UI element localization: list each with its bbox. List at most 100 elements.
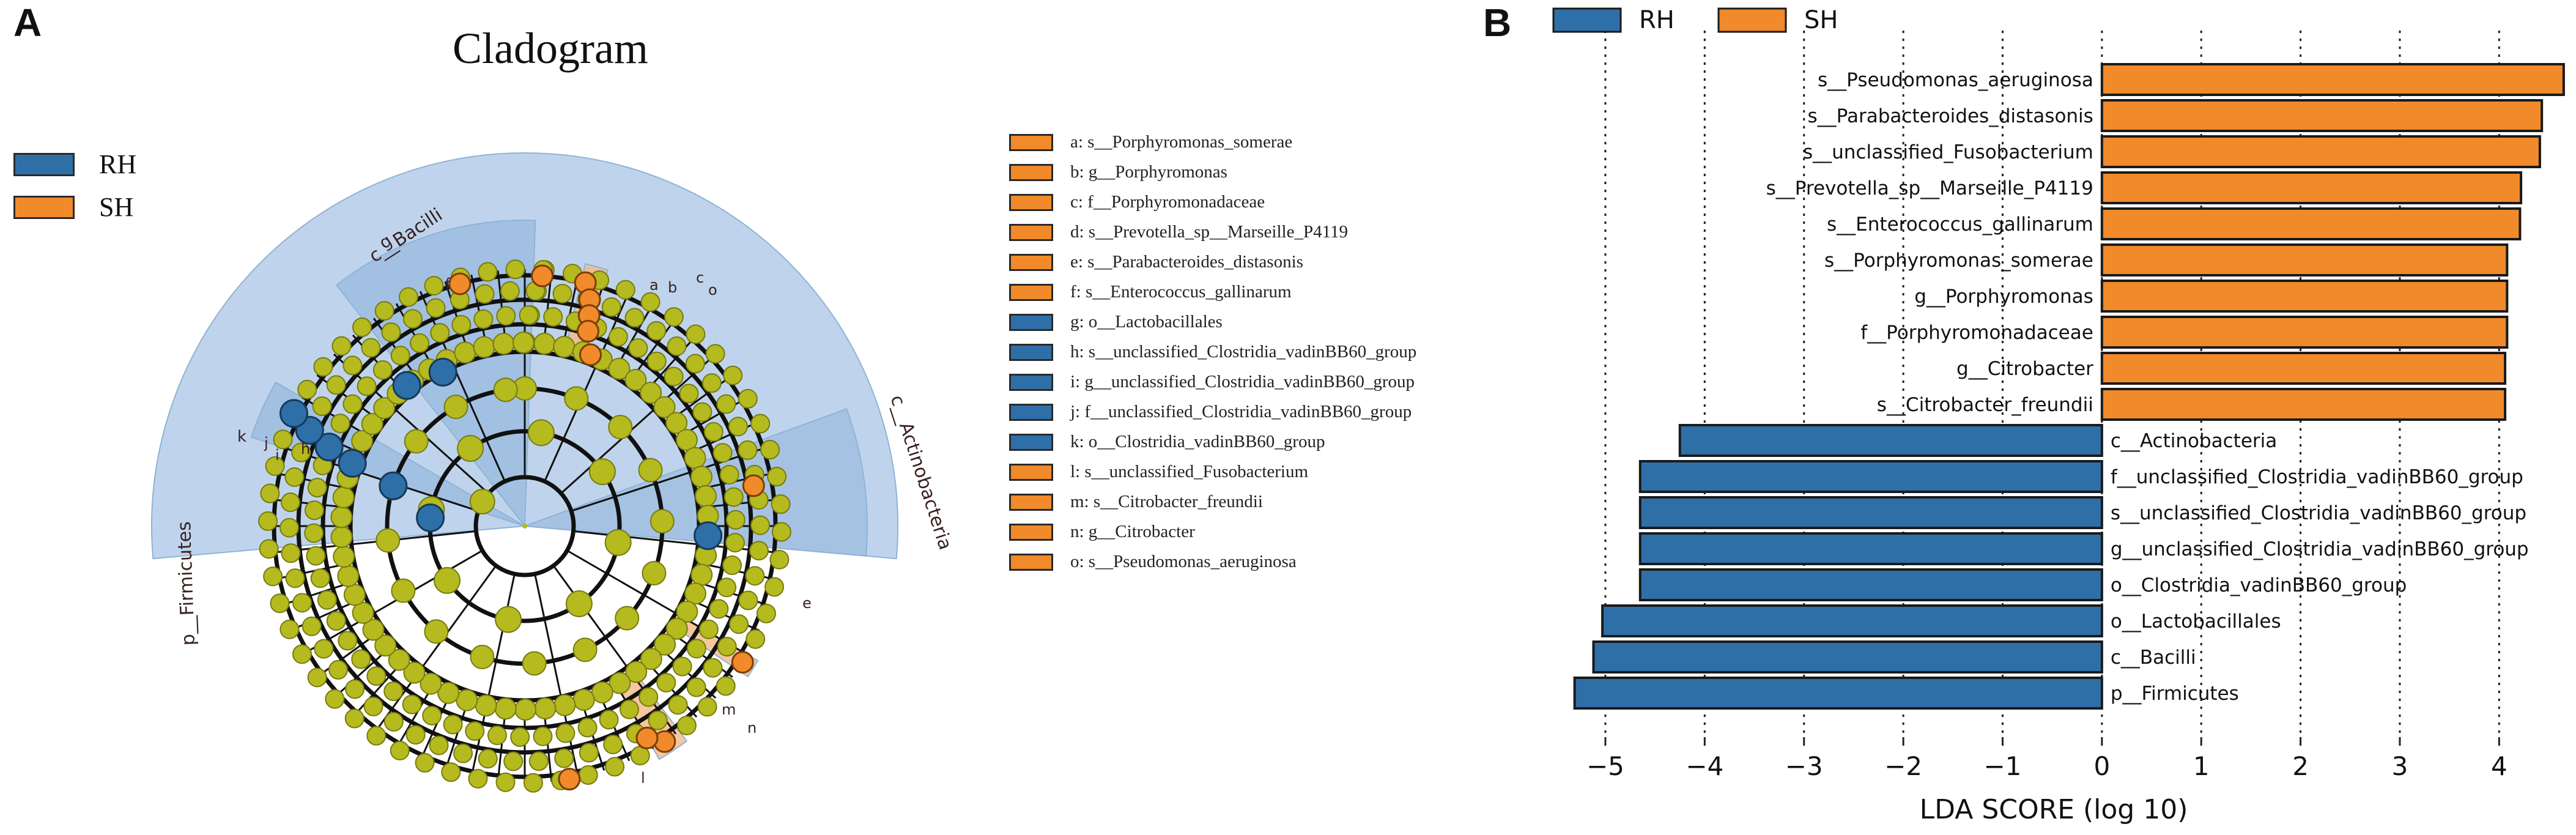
tree-node	[312, 396, 332, 417]
tree-node	[646, 321, 667, 341]
tree-node	[686, 324, 706, 344]
tree-node	[304, 500, 324, 521]
tree-node	[494, 697, 517, 720]
bar-rh	[1638, 568, 2103, 601]
tree-node	[344, 708, 365, 729]
tree-node	[420, 672, 442, 695]
tree-node	[338, 631, 358, 651]
tree-node	[376, 528, 401, 553]
bar-rh	[1638, 460, 2103, 493]
tree-node-sh	[577, 319, 600, 343]
tree-node	[656, 672, 676, 692]
tree-node	[694, 485, 717, 508]
bar-label: f__Porphyromonadaceae	[1860, 322, 2093, 344]
tree-node	[554, 748, 574, 768]
tree-node	[390, 346, 410, 366]
key-label: m: s__Citrobacter_freundii	[1070, 492, 1263, 511]
tree-node	[330, 414, 350, 434]
key-label: e: s__Parabacteroides_distasonis	[1070, 252, 1303, 272]
tree-node	[337, 565, 360, 587]
tree-node	[388, 648, 410, 671]
tree-node	[330, 506, 353, 529]
key-item: o: s__Pseudomonas_aeruginosa	[1009, 547, 1416, 577]
tree-node	[402, 309, 423, 329]
tree-node	[468, 768, 488, 789]
tree-node	[302, 616, 322, 636]
key-item: g: o__Lactobacillales	[1009, 307, 1416, 337]
tree-node	[478, 262, 498, 282]
cladogram: c__Bacilli g c__Actinobacteria p__Firmic…	[151, 152, 956, 793]
tree-node	[457, 435, 484, 462]
tree-node	[599, 710, 619, 730]
tree-node	[503, 751, 524, 771]
tree-node	[313, 357, 333, 377]
tree-node	[443, 395, 468, 420]
tree-node	[451, 314, 472, 335]
tree-node	[326, 375, 346, 395]
tree-node	[553, 335, 576, 358]
cladogram-legend-sh: SH	[13, 191, 133, 223]
tree-node	[760, 440, 780, 460]
key-item: h: s__unclassified_Clostridia_vadinBB60_…	[1009, 337, 1416, 367]
key-swatch	[1009, 193, 1053, 211]
lda-bar-chart: RH SH s__Pseudomonas_aeruginosa s__Paraba…	[1552, 6, 2565, 825]
tree-node	[374, 634, 397, 657]
tree-node	[422, 705, 442, 726]
tree-branch	[560, 409, 655, 494]
tree-node	[493, 377, 518, 403]
tree-node	[505, 259, 525, 280]
sector-label-a: a	[650, 276, 659, 294]
tree-node	[429, 735, 449, 755]
tree-node	[619, 699, 639, 719]
tree-node	[648, 710, 668, 730]
tree-branch	[394, 409, 489, 494]
tree-node	[684, 582, 706, 605]
bar-sh	[2100, 135, 2541, 168]
key-swatch	[1009, 403, 1053, 421]
tree-node	[572, 688, 595, 711]
tree-node-rh	[379, 471, 408, 500]
tree-node	[608, 415, 633, 440]
tree-node	[500, 281, 520, 301]
tree-node	[496, 306, 516, 326]
legend-label-rh: RH	[99, 149, 137, 179]
tree-node	[565, 590, 593, 617]
tree-node	[609, 672, 631, 694]
key-label: h: s__unclassified_Clostridia_vadinBB60_…	[1070, 342, 1417, 362]
tree-node	[725, 533, 745, 553]
bar-label: s__unclassified_Clostridia_vadinBB60_gro…	[2111, 502, 2526, 524]
tree-node	[640, 382, 662, 404]
key-label: l: s__unclassified_Fusobacterium	[1070, 462, 1309, 481]
tree-node	[728, 417, 748, 437]
tree-node	[552, 283, 572, 303]
tree-node	[404, 429, 429, 454]
sector-label-i: i	[275, 447, 279, 464]
tree-node	[259, 539, 279, 559]
tree-node	[495, 606, 522, 633]
cladogram-nodes	[258, 259, 791, 793]
bar-rh	[1638, 496, 2103, 529]
tree-node	[475, 284, 495, 304]
tree-node	[292, 644, 312, 664]
tree-root	[522, 524, 527, 529]
tree-node	[403, 661, 426, 684]
key-item: n: g__Citrobacter	[1009, 517, 1416, 547]
tree-node	[591, 681, 613, 703]
tree-node	[362, 618, 385, 641]
tree-node	[331, 336, 352, 356]
tree-node	[352, 317, 372, 337]
tree-node	[719, 464, 739, 484]
tree-node	[705, 344, 725, 364]
bar-sh	[2100, 316, 2509, 349]
key-item: j: f__unclassified_Clostridia_vadinBB60_…	[1009, 397, 1416, 427]
x-tick-label: −3	[1785, 751, 1823, 781]
sector-label-e: e	[802, 595, 812, 612]
tree-node-rh	[314, 432, 344, 462]
tree-node	[686, 639, 706, 659]
x-tick-label: 4	[2491, 751, 2508, 781]
tree-node	[273, 429, 293, 450]
tree-node	[342, 355, 363, 376]
tree-node	[258, 511, 278, 531]
tree-node	[366, 666, 387, 686]
tree-node	[434, 566, 461, 594]
